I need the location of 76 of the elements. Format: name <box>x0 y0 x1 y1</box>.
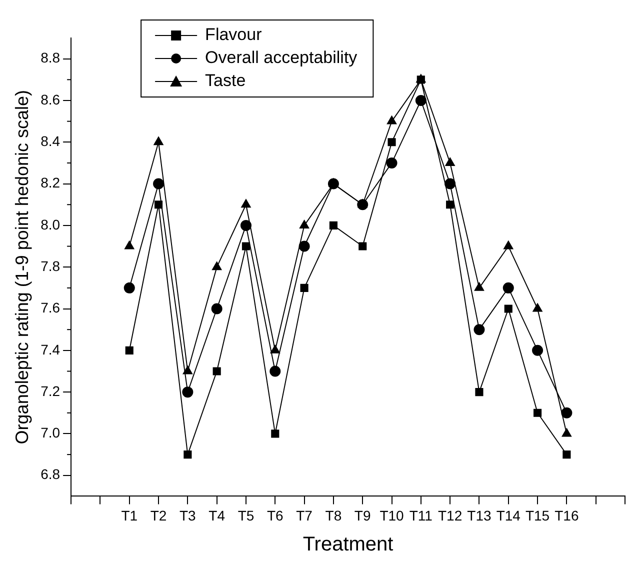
x-tick-label: T4 <box>208 507 226 524</box>
point <box>386 157 398 168</box>
point <box>300 284 308 292</box>
point <box>532 303 542 312</box>
point <box>154 136 164 146</box>
point <box>445 157 455 166</box>
point <box>358 242 367 250</box>
y-tick-label: 8.4 <box>40 132 60 149</box>
y-tick-label: 7.2 <box>40 382 60 399</box>
point <box>502 282 514 294</box>
x-tick-label: T7 <box>296 507 313 524</box>
x-tick-label: T3 <box>180 507 196 524</box>
x-tick-label: T1 <box>121 507 138 524</box>
point <box>270 344 280 354</box>
y-tick-label: 7.8 <box>40 258 60 274</box>
legend-label: Flavour <box>205 25 262 44</box>
point <box>329 221 338 230</box>
point <box>241 199 251 208</box>
x-tick-label: T8 <box>325 507 342 524</box>
point <box>474 324 485 336</box>
point <box>271 430 280 438</box>
point <box>153 178 164 190</box>
y-tick-label: 7.4 <box>40 341 60 358</box>
y-tick-label: 7.0 <box>40 424 60 441</box>
x-tick-label: T14 <box>496 507 521 524</box>
point <box>212 262 222 270</box>
point <box>357 199 368 210</box>
x-tick-label: T11 <box>409 507 433 524</box>
point <box>242 242 250 250</box>
y-tick-label: 8.0 <box>40 216 60 232</box>
y-tick-label: 6.8 <box>40 466 60 482</box>
point <box>504 304 512 313</box>
x-tick-label: T15 <box>525 507 550 524</box>
x-tick-label: T13 <box>467 507 492 524</box>
point <box>124 282 135 294</box>
point <box>154 200 163 209</box>
x-axis-title: Treatment <box>302 534 394 556</box>
point <box>124 240 134 250</box>
y-tick-label: 8.6 <box>40 91 60 108</box>
x-tick-label: T6 <box>266 507 284 524</box>
x-tick-label: T5 <box>238 507 254 524</box>
point <box>562 428 572 437</box>
point <box>561 407 572 418</box>
point <box>240 220 252 231</box>
y-tick-label: 7.6 <box>40 300 60 316</box>
point <box>211 303 222 314</box>
point <box>446 200 454 209</box>
point <box>562 450 571 459</box>
y-tick-label: 8.8 <box>40 50 60 66</box>
point <box>388 138 396 146</box>
x-tick-label: T16 <box>554 507 579 524</box>
point <box>504 240 514 250</box>
point <box>534 408 542 417</box>
y-tick-label: 8.2 <box>40 174 60 191</box>
point <box>182 366 193 374</box>
point <box>475 388 484 396</box>
legend-label: Taste <box>205 71 246 90</box>
point <box>444 178 456 190</box>
point <box>298 240 310 252</box>
point <box>474 282 484 291</box>
point <box>328 178 339 190</box>
point <box>125 346 134 354</box>
y-axis-title: Organoleptic rating (1-9 point hedonic scale) <box>12 90 32 444</box>
legend-label: Overall acceptability <box>205 48 358 68</box>
point <box>212 367 221 376</box>
point <box>270 366 281 377</box>
x-tick-label: T9 <box>354 507 371 524</box>
point <box>184 450 192 459</box>
x-tick-label: T2 <box>150 507 167 524</box>
point <box>415 94 426 106</box>
point <box>386 116 397 124</box>
point <box>182 386 194 398</box>
x-tick-label: T12 <box>438 507 462 524</box>
x-tick-label: T10 <box>380 507 404 524</box>
point <box>532 344 544 356</box>
point <box>299 220 310 228</box>
